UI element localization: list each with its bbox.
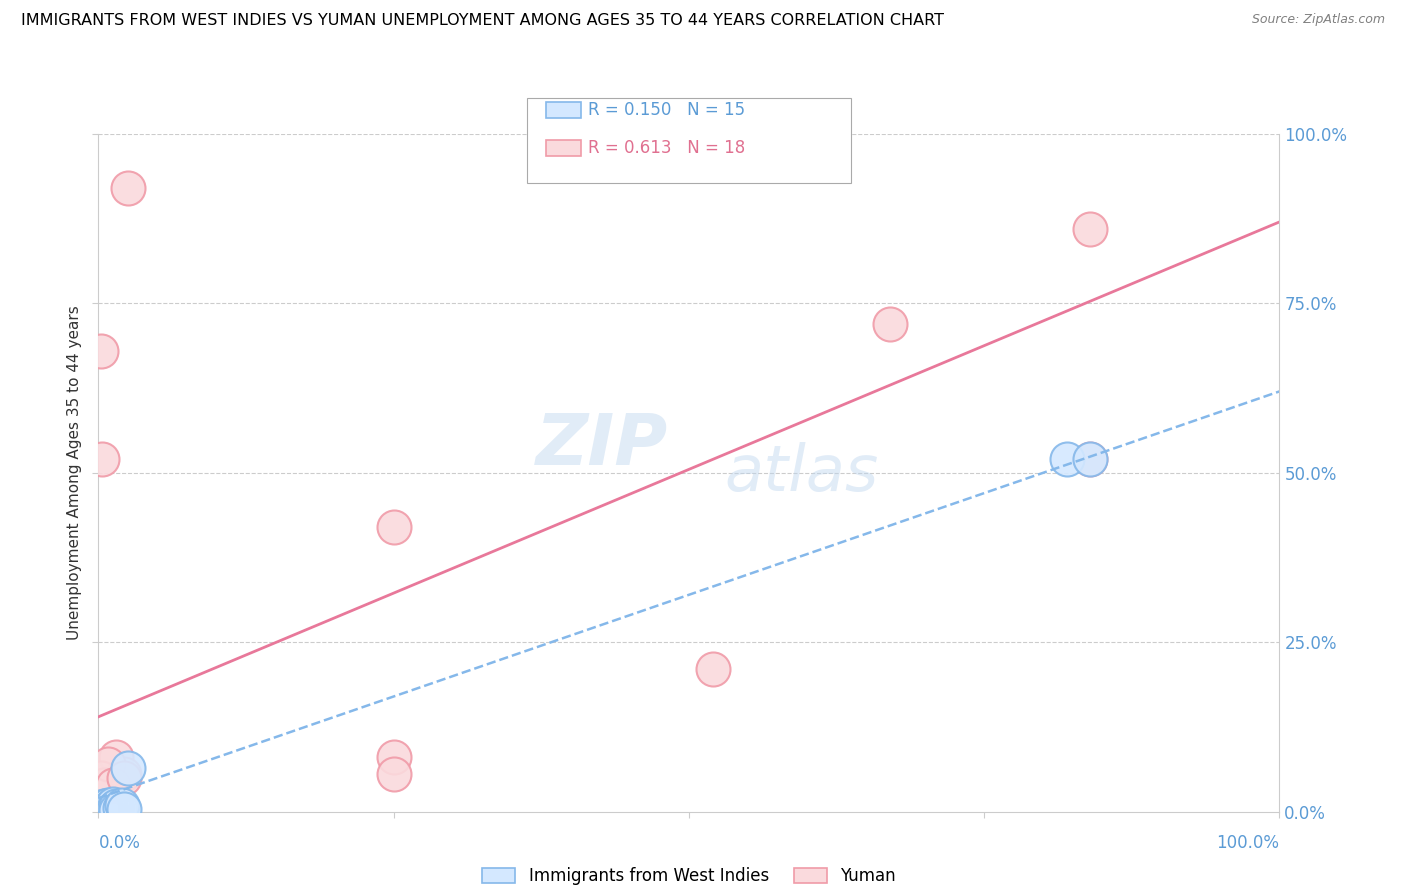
Point — [111, 797, 134, 812]
Point — [702, 662, 724, 676]
Text: IMMIGRANTS FROM WEST INDIES VS YUMAN UNEMPLOYMENT AMONG AGES 35 TO 44 YEARS CORR: IMMIGRANTS FROM WEST INDIES VS YUMAN UNE… — [21, 13, 943, 29]
Point — [101, 797, 124, 811]
Point — [105, 803, 128, 817]
Point — [91, 452, 114, 467]
Point — [879, 317, 901, 331]
Point — [112, 767, 135, 781]
Point — [108, 800, 131, 814]
Point — [98, 800, 121, 814]
Point — [103, 801, 125, 815]
Text: R = 0.613   N = 18: R = 0.613 N = 18 — [588, 139, 745, 157]
Text: Source: ZipAtlas.com: Source: ZipAtlas.com — [1251, 13, 1385, 27]
Text: ZIP: ZIP — [536, 411, 668, 480]
Point — [112, 802, 135, 816]
Point — [1080, 452, 1102, 467]
Text: R = 0.150   N = 15: R = 0.150 N = 15 — [588, 101, 745, 119]
Point — [117, 181, 139, 195]
Point — [97, 757, 120, 772]
Text: 100.0%: 100.0% — [1216, 834, 1279, 852]
Point — [117, 761, 139, 775]
Point — [1056, 452, 1078, 467]
Text: 0.0%: 0.0% — [98, 834, 141, 852]
Point — [382, 520, 405, 534]
Point — [105, 750, 128, 764]
Point — [93, 778, 115, 792]
Point — [91, 801, 114, 815]
Point — [93, 799, 115, 814]
Point — [101, 778, 124, 792]
Point — [382, 767, 405, 781]
Point — [1080, 452, 1102, 467]
Point — [382, 750, 405, 764]
Point — [112, 771, 135, 785]
Point — [105, 799, 128, 814]
Point — [1080, 221, 1102, 235]
Text: atlas: atlas — [724, 442, 879, 504]
Legend: Immigrants from West Indies, Yuman: Immigrants from West Indies, Yuman — [475, 860, 903, 891]
Y-axis label: Unemployment Among Ages 35 to 44 years: Unemployment Among Ages 35 to 44 years — [66, 305, 82, 640]
Point — [94, 802, 117, 816]
Point — [90, 771, 112, 785]
Point — [97, 797, 120, 812]
Point — [90, 343, 112, 358]
